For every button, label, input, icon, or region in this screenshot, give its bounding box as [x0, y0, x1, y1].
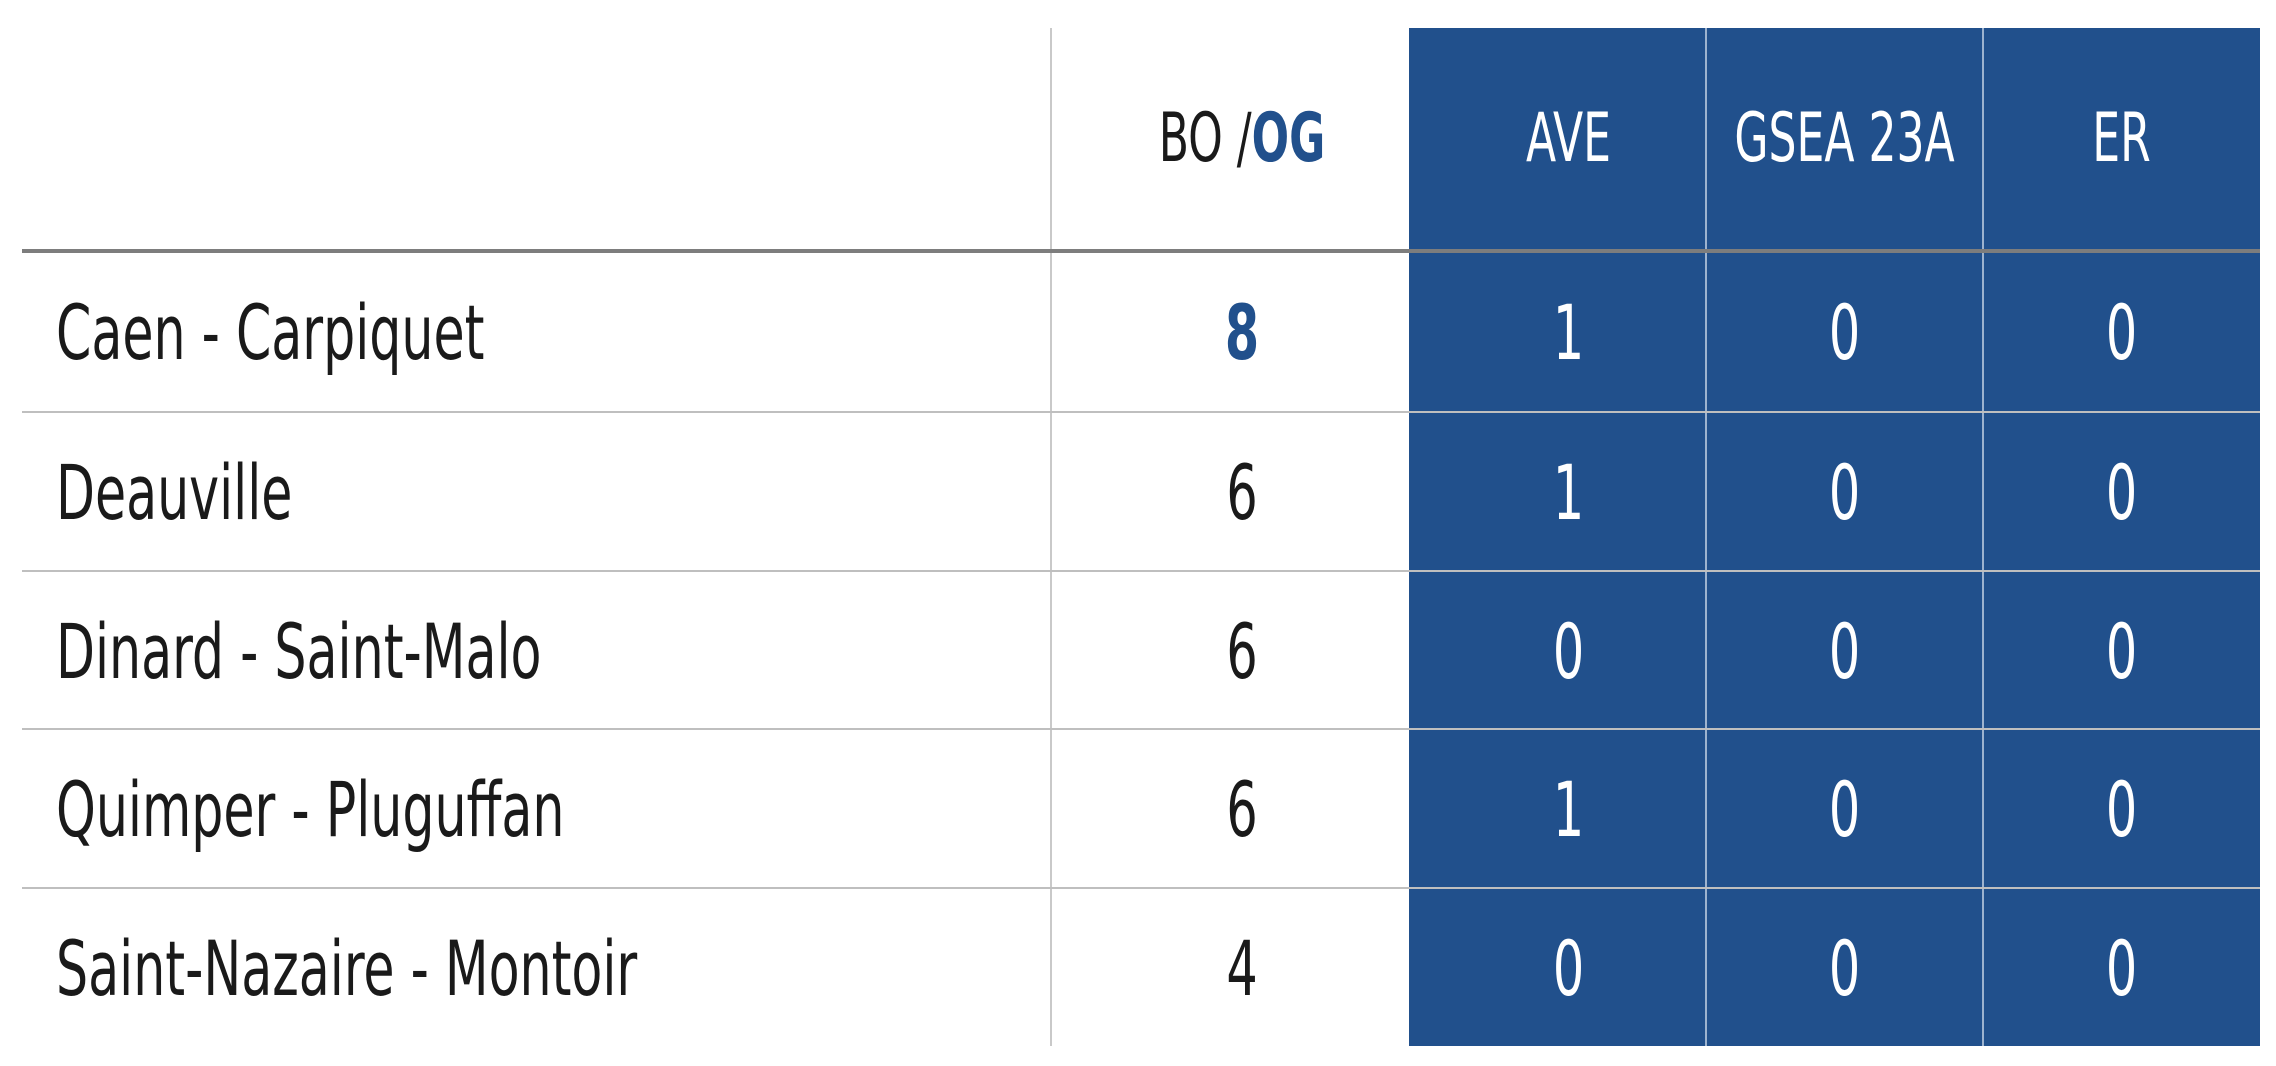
header-er: ER [2092, 99, 2151, 178]
cell-gsea: 0 [1828, 764, 1861, 854]
cell-bo-og: 6 [1226, 764, 1258, 854]
header-bo-og: BO / OG [1133, 28, 1352, 249]
cell-gsea: 0 [1828, 923, 1861, 1013]
cell-bo-og: 6 [1226, 447, 1258, 537]
header-og-label: OG [1251, 99, 1326, 178]
cell-gsea: 0 [1828, 447, 1861, 537]
cell-ave: 1 [1552, 447, 1585, 537]
header-bo-label: BO / [1158, 99, 1252, 178]
cell-bo-og: 6 [1226, 606, 1258, 696]
cell-er: 0 [2105, 606, 2138, 696]
table-row-label: Dinard - Saint-Malo [56, 606, 542, 696]
cell-bo-og: 4 [1226, 923, 1258, 1013]
row-divider [22, 728, 2260, 730]
cell-er: 0 [2105, 287, 2138, 377]
cell-er: 0 [2105, 447, 2138, 537]
cell-gsea: 0 [1828, 287, 1861, 377]
row-divider [22, 887, 2260, 889]
table-row-label: Deauville [56, 447, 293, 537]
table-row-label: Quimper - Pluguffan [56, 764, 565, 854]
cell-er: 0 [2105, 923, 2138, 1013]
cell-er: 0 [2105, 764, 2138, 854]
row-divider [22, 411, 2260, 413]
cell-ave: 1 [1552, 764, 1585, 854]
column-divider [1050, 28, 1052, 1046]
header-gsea: GSEA 23A [1734, 99, 1955, 178]
cell-ave: 1 [1552, 287, 1585, 377]
table-row-label: Saint-Nazaire - Montoir [56, 923, 638, 1013]
table-row-label: Caen - Carpiquet [56, 287, 485, 377]
blue-columns-background [1409, 28, 2260, 1046]
column-divider [1982, 28, 1984, 1046]
header-ave: AVE [1526, 99, 1611, 178]
cell-ave: 0 [1552, 606, 1585, 696]
cell-gsea: 0 [1828, 606, 1861, 696]
column-divider [1705, 28, 1707, 1046]
header-rule [22, 249, 2260, 253]
cell-bo-og: 8 [1224, 287, 1260, 377]
row-divider [22, 570, 2260, 572]
cell-ave: 0 [1552, 923, 1585, 1013]
